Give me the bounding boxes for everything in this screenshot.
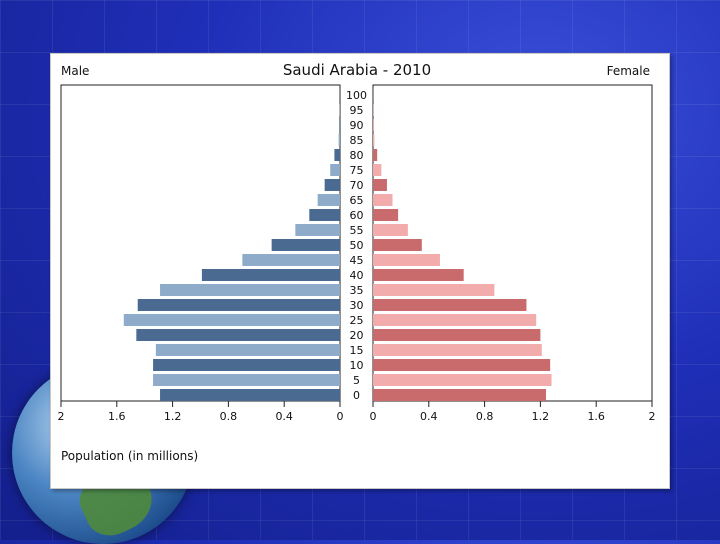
female-bar-35 <box>373 284 494 296</box>
male-bar-70 <box>325 179 340 191</box>
age-label-75: 75 <box>350 164 364 177</box>
female-bar-40 <box>373 269 464 281</box>
female-tick-label-1.2: 1.2 <box>532 410 550 423</box>
age-group-labels: 0 5 10 15 20 25 30 35 40 45 50 55 60 65 70 75 80 85 90 95 10… <box>346 89 367 402</box>
male-tick-label-0.8: 0.8 <box>220 410 238 423</box>
age-label-10: 10 <box>350 359 364 372</box>
male-bar-65 <box>318 194 340 206</box>
female-bar-80 <box>373 149 377 161</box>
age-label-80: 80 <box>350 149 364 162</box>
male-bar-85 <box>339 134 340 146</box>
x-axis-ticks: 0 0 0.4 0.4 0.8 0.8 1.2 1.2 1.6 1.6 2 2 <box>58 401 656 423</box>
male-bar-90 <box>339 119 340 131</box>
age-label-100: 100 <box>346 89 367 102</box>
female-bar-70 <box>373 179 387 191</box>
male-bars <box>124 89 340 401</box>
female-bar-10 <box>373 359 550 371</box>
female-bar-55 <box>373 224 408 236</box>
age-label-5: 5 <box>353 374 360 387</box>
chart-title: Saudi Arabia - 2010 <box>283 61 431 79</box>
age-label-30: 30 <box>350 299 364 312</box>
female-tick-label-0.4: 0.4 <box>420 410 438 423</box>
male-bar-80 <box>334 149 340 161</box>
female-bar-15 <box>373 344 542 356</box>
age-label-0: 0 <box>353 389 360 402</box>
female-bar-5 <box>373 374 552 386</box>
male-bar-30 <box>138 299 340 311</box>
female-tick-label-0: 0 <box>370 410 377 423</box>
age-label-15: 15 <box>350 344 364 357</box>
age-label-35: 35 <box>350 284 364 297</box>
chart-panel: Saudi Arabia - 2010 Male Female Populati… <box>50 53 670 489</box>
age-label-55: 55 <box>350 224 364 237</box>
female-bar-65 <box>373 194 393 206</box>
male-tick-label-1.6: 1.6 <box>108 410 126 423</box>
population-pyramid-chart: Saudi Arabia - 2010 Male Female Populati… <box>51 54 669 488</box>
age-label-40: 40 <box>350 269 364 282</box>
male-bar-60 <box>309 209 340 221</box>
age-label-20: 20 <box>350 329 364 342</box>
male-bar-25 <box>124 314 340 326</box>
male-label: Male <box>61 64 89 78</box>
male-bar-50 <box>272 239 340 251</box>
female-label: Female <box>607 64 650 78</box>
male-bar-10 <box>153 359 340 371</box>
age-label-70: 70 <box>350 179 364 192</box>
age-label-60: 60 <box>350 209 364 222</box>
female-bar-90 <box>373 119 374 131</box>
x-axis-label: Population (in millions) <box>61 449 198 463</box>
age-label-95: 95 <box>350 104 364 117</box>
male-bar-55 <box>295 224 340 236</box>
female-tick-label-1.6: 1.6 <box>587 410 605 423</box>
male-tick-label-1.2: 1.2 <box>164 410 182 423</box>
female-bar-0 <box>373 389 546 401</box>
age-label-45: 45 <box>350 254 364 267</box>
male-bar-5 <box>153 374 340 386</box>
female-bar-50 <box>373 239 422 251</box>
age-label-90: 90 <box>350 119 364 132</box>
male-bar-40 <box>202 269 340 281</box>
male-tick-label-0.4: 0.4 <box>275 410 293 423</box>
age-label-25: 25 <box>350 314 364 327</box>
male-bar-35 <box>160 284 340 296</box>
female-tick-label-0.8: 0.8 <box>476 410 494 423</box>
male-bar-0 <box>160 389 340 401</box>
female-bar-30 <box>373 299 526 311</box>
male-bar-15 <box>156 344 340 356</box>
female-bar-20 <box>373 329 540 341</box>
age-label-50: 50 <box>350 239 364 252</box>
female-bar-25 <box>373 314 536 326</box>
female-bar-75 <box>373 164 381 176</box>
male-tick-label-2: 2 <box>58 410 65 423</box>
female-bar-85 <box>373 134 374 146</box>
male-bar-75 <box>330 164 340 176</box>
female-bar-45 <box>373 254 440 266</box>
female-bars <box>373 89 552 401</box>
female-bar-60 <box>373 209 398 221</box>
male-bar-45 <box>242 254 340 266</box>
age-label-65: 65 <box>350 194 364 207</box>
female-tick-label-2: 2 <box>649 410 656 423</box>
age-label-85: 85 <box>350 134 364 147</box>
male-tick-label-0: 0 <box>337 410 344 423</box>
male-bar-20 <box>136 329 340 341</box>
